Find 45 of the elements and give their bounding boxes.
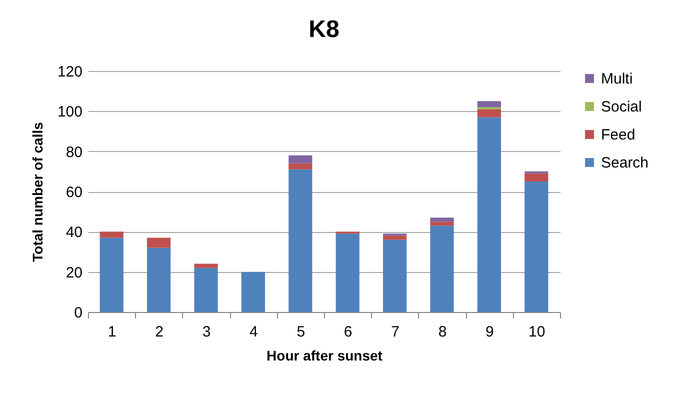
bar [430,226,454,312]
bar [288,155,312,164]
x-tick-label: 1 [108,324,116,340]
x-tick-label: 2 [155,324,164,340]
y-tick-label: 120 [57,64,82,80]
y-tick-label: 60 [66,184,82,201]
x-tick-label: 4 [250,324,258,340]
x-tick-label: 9 [486,324,494,340]
bar [477,117,501,312]
y-tick-label: 100 [57,104,82,121]
x-tick-label: 6 [344,324,352,340]
x-tick-label: 3 [202,324,211,340]
y-tick-label: 80 [66,144,82,161]
bar [194,268,218,312]
legend-label: Search [601,154,649,172]
x-tick-label: 10 [528,324,546,340]
bar [100,238,124,312]
x-axis-title: Hour after sunset [266,348,383,364]
chart-title: K8 [308,16,340,43]
y-tick-label: 40 [66,224,82,242]
x-tick-label: 7 [391,324,400,340]
legend-label: Multi [601,70,633,88]
bar [194,264,218,268]
bar [288,169,312,312]
bar [383,236,407,240]
bar [241,272,265,312]
bar [477,101,501,108]
y-tick-label: 20 [66,264,82,282]
x-tick-label: 8 [438,324,447,340]
bar [147,248,171,312]
y-axis-title: Total number of calls [29,122,46,262]
bar [383,240,407,312]
y-tick-label: 0 [74,304,82,322]
bar [100,232,124,238]
bar [288,163,312,170]
bar [430,222,454,226]
bar [477,109,501,118]
bar [336,234,360,312]
legend-label: Feed [601,126,636,144]
bar [524,181,548,312]
legend-label: Social [601,98,642,116]
bar [430,218,454,222]
bar [147,238,171,248]
x-tick-label: 5 [296,324,306,340]
bar [524,173,548,182]
